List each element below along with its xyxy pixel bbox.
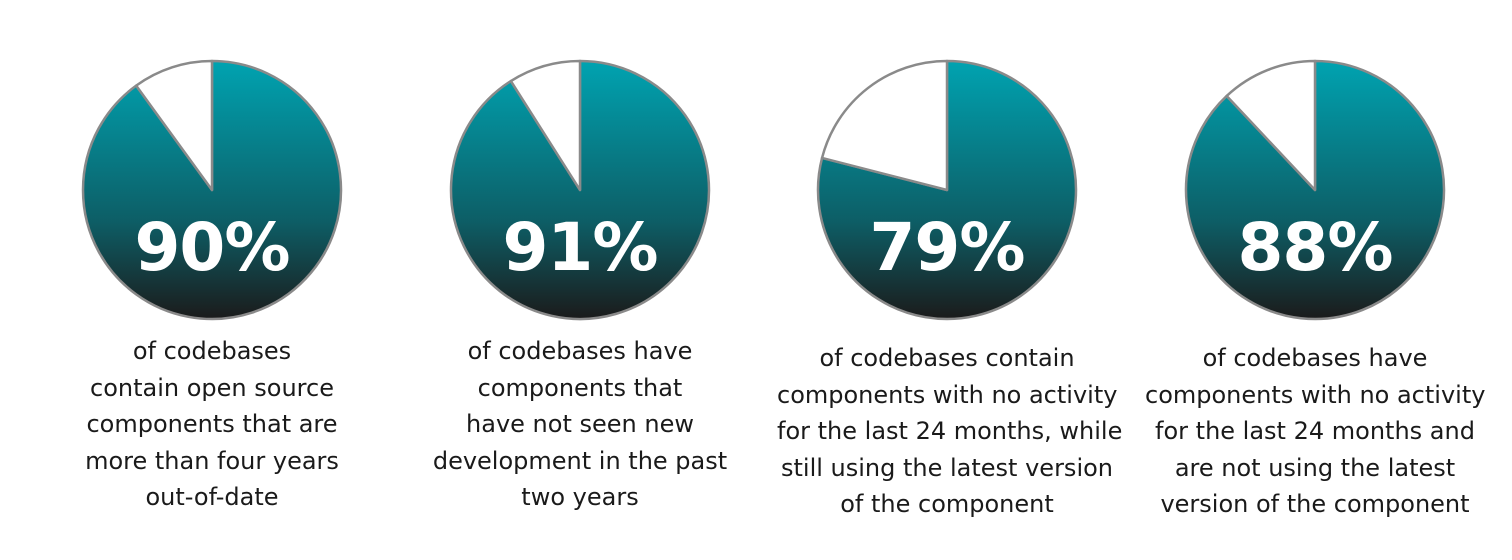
stat-panel: 91% of codebases have components that have … bbox=[391, 0, 769, 560]
pie-slice-remainder bbox=[820, 59, 949, 192]
caption-line: contain open source bbox=[90, 373, 334, 402]
pie-slice-remainder bbox=[134, 59, 214, 192]
caption-line: of codebases have bbox=[467, 337, 693, 365]
caption-line: two years bbox=[521, 483, 639, 511]
caption-line: out-of-date bbox=[145, 483, 279, 511]
caption-line: of codebases bbox=[132, 337, 292, 365]
caption-line: are not using the latest bbox=[1174, 453, 1456, 482]
caption-line: development in the past bbox=[432, 446, 728, 475]
pie-chart bbox=[81, 59, 343, 321]
percent-label: 79% bbox=[869, 209, 1026, 286]
pie-chart bbox=[816, 59, 1078, 321]
stat-caption: of codebases contain components with no a… bbox=[777, 340, 1123, 523]
stat-caption: of codebases have components with no acti… bbox=[1145, 340, 1485, 523]
caption-line: components that are bbox=[86, 410, 338, 438]
pie-slice-remainder bbox=[509, 59, 582, 192]
caption-line: of the component bbox=[840, 490, 1054, 518]
stat-panel: 88% of codebases have components with no a… bbox=[1126, 0, 1504, 560]
caption-line: components with no activity bbox=[777, 380, 1118, 409]
caption-line: of codebases have bbox=[1202, 344, 1428, 372]
pie-chart bbox=[449, 59, 711, 321]
caption-line: components that bbox=[477, 373, 683, 402]
caption-line: version of the component bbox=[1160, 490, 1470, 518]
caption-line: of codebases contain bbox=[819, 344, 1075, 372]
caption-line: for the last 24 months, while bbox=[777, 417, 1123, 445]
caption-line: more than four years bbox=[85, 446, 339, 475]
caption-line: have not seen new bbox=[466, 410, 694, 438]
percent-label: 90% bbox=[134, 209, 291, 286]
pie-slice-remainder bbox=[1225, 59, 1317, 192]
caption-line: for the last 24 months and bbox=[1155, 417, 1475, 445]
percent-label: 91% bbox=[502, 209, 659, 286]
caption-line: still using the latest version bbox=[780, 453, 1113, 482]
pie-chart bbox=[1184, 59, 1446, 321]
stat-caption: of codebases contain open source component… bbox=[42, 333, 382, 516]
stat-panel: 79% of codebases contain components with n… bbox=[758, 0, 1136, 560]
stat-panel: 90% of codebases contain open source compon… bbox=[23, 0, 401, 560]
percent-label: 88% bbox=[1237, 209, 1394, 286]
caption-line: components with no activity bbox=[1145, 380, 1486, 409]
stat-caption: of codebases have components that have not… bbox=[410, 333, 750, 516]
